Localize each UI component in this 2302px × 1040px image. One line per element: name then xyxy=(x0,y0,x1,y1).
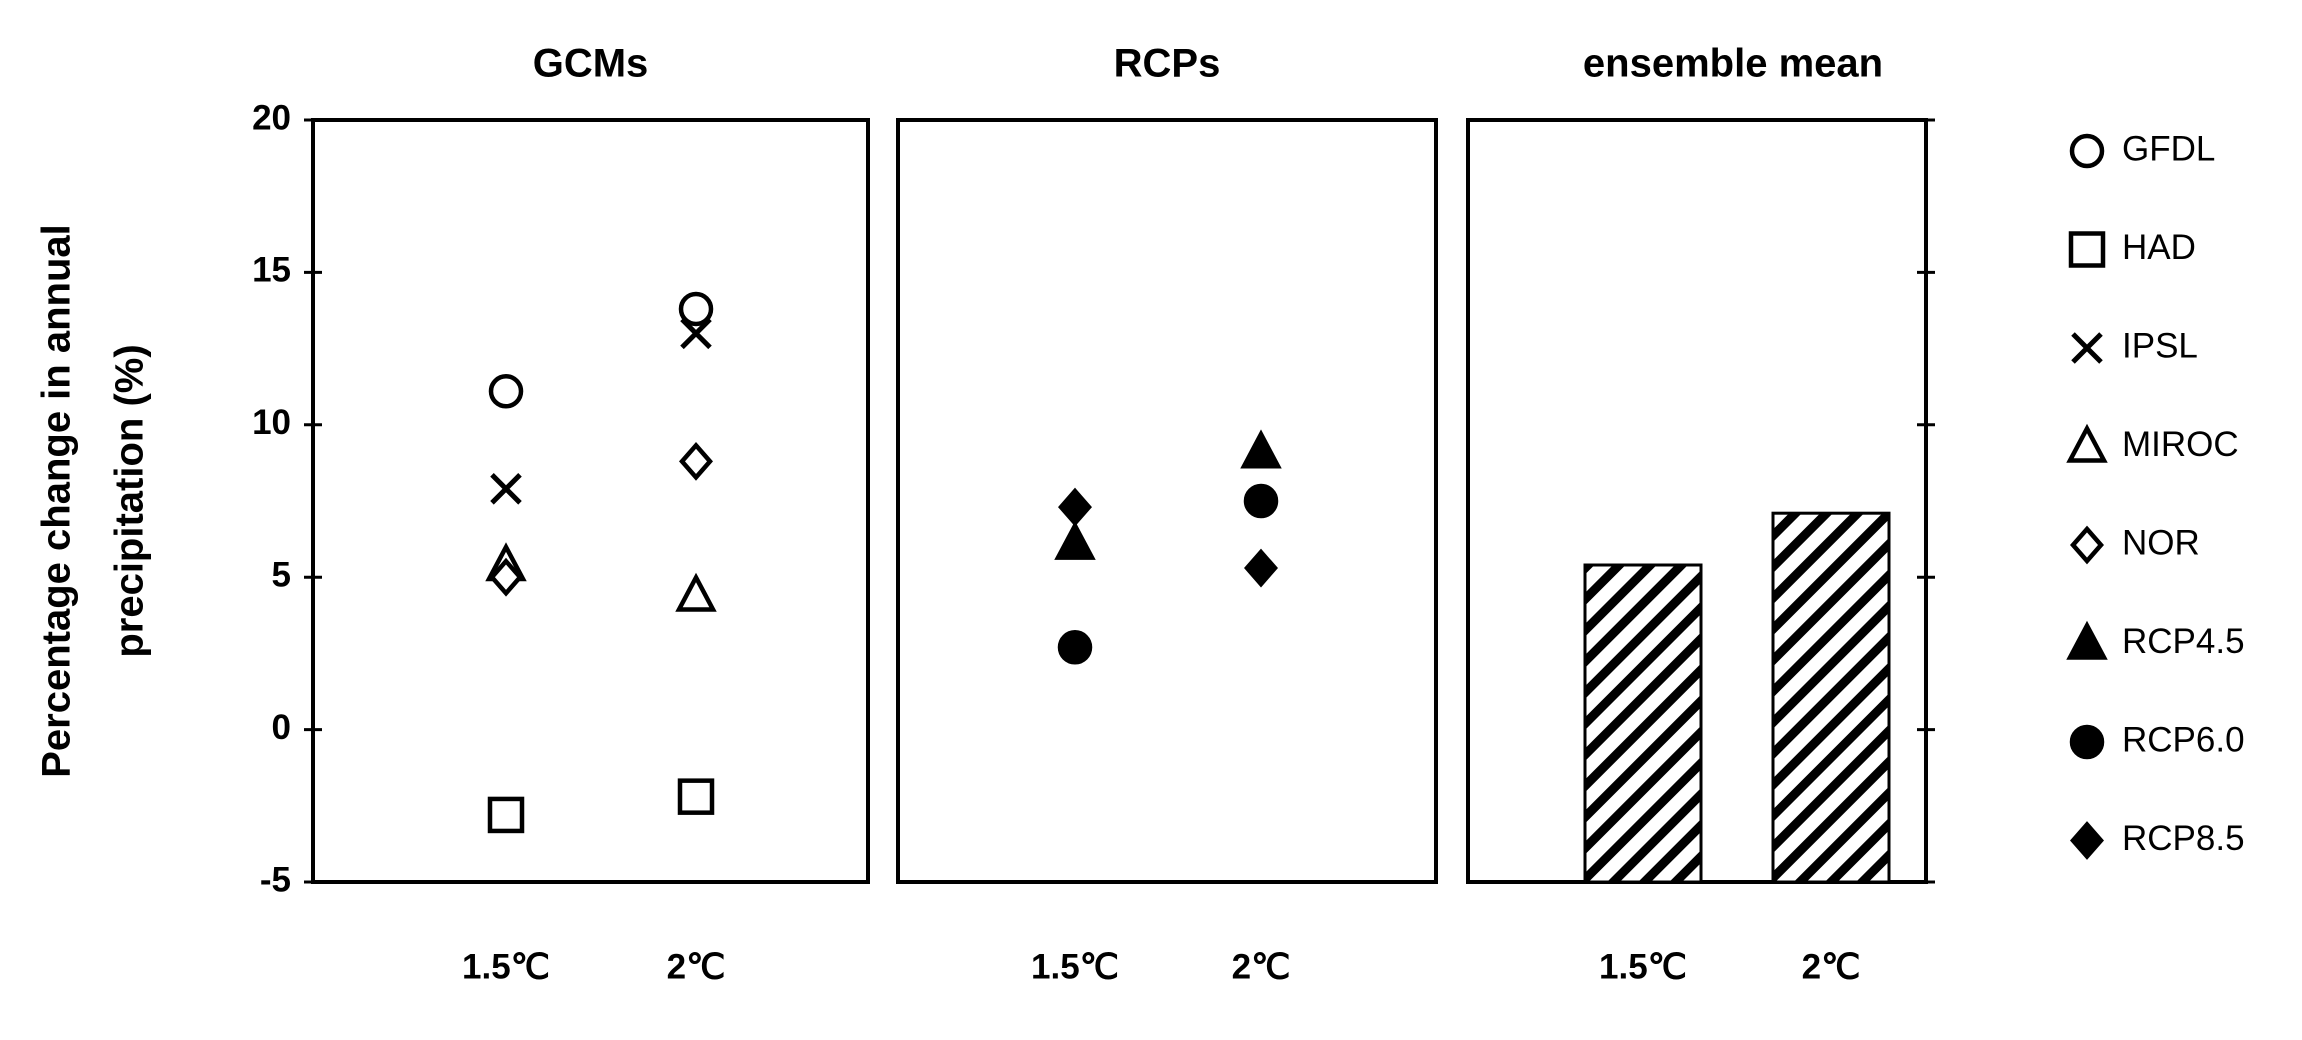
data-point xyxy=(680,317,712,350)
data-point xyxy=(677,778,715,815)
data-point xyxy=(1244,548,1278,588)
data-point xyxy=(1240,429,1282,469)
legend-marker xyxy=(2069,133,2105,169)
panel-title: RCPs xyxy=(1114,42,1221,86)
y-tick-label: 0 xyxy=(272,708,291,747)
panel-frame xyxy=(896,118,1438,884)
x-tick-label: 1.5℃ xyxy=(1599,947,1687,986)
y-tick-label: 5 xyxy=(272,555,291,594)
panel-frame xyxy=(311,118,870,884)
y-axis-label: Percentage change in annual xyxy=(35,224,79,778)
panel-title: GCMs xyxy=(533,42,649,86)
x-tick-label: 2℃ xyxy=(1802,947,1861,986)
legend-marker xyxy=(2068,231,2106,268)
y-tick-label: 15 xyxy=(252,251,291,290)
legend-marker xyxy=(2066,423,2108,463)
data-point xyxy=(675,572,717,612)
x-tick-label: 2℃ xyxy=(1232,947,1291,986)
data-point xyxy=(487,796,525,834)
data-point xyxy=(678,291,714,327)
x-tick-label: 1.5℃ xyxy=(462,947,550,986)
y-axis-label: precipitation (%) xyxy=(108,344,152,657)
legend-marker xyxy=(2070,525,2104,565)
y-tick-label: 20 xyxy=(252,98,291,137)
data-point xyxy=(1058,487,1092,527)
data-point xyxy=(490,473,522,505)
legend-label: NOR xyxy=(2122,523,2200,562)
legend-marker xyxy=(2066,620,2108,660)
data-point xyxy=(1243,483,1279,519)
y-tick-label: 10 xyxy=(252,403,291,442)
legend-marker xyxy=(2070,821,2104,860)
x-tick-label: 1.5℃ xyxy=(1031,947,1119,986)
y-tick-label: -5 xyxy=(260,860,291,899)
legend-label: GFDL xyxy=(2122,129,2215,168)
legend-label: RCP8.5 xyxy=(2122,819,2245,858)
legend-label: RCP4.5 xyxy=(2122,622,2245,661)
bar xyxy=(1771,511,1891,884)
legend-label: RCP6.0 xyxy=(2122,720,2245,759)
legend-marker xyxy=(2071,332,2103,364)
data-point xyxy=(1057,630,1093,665)
legend-label: MIROC xyxy=(2122,425,2239,464)
panel-title: ensemble mean xyxy=(1583,42,1883,86)
x-tick-label: 2℃ xyxy=(667,947,726,986)
data-point xyxy=(679,441,713,481)
legend-label: HAD xyxy=(2122,228,2196,267)
data-point xyxy=(489,557,523,597)
legend-marker xyxy=(2069,724,2105,760)
data-point xyxy=(1054,520,1096,560)
legend-label: IPSL xyxy=(2122,326,2198,365)
data-point xyxy=(488,374,524,409)
bar xyxy=(1583,563,1703,884)
